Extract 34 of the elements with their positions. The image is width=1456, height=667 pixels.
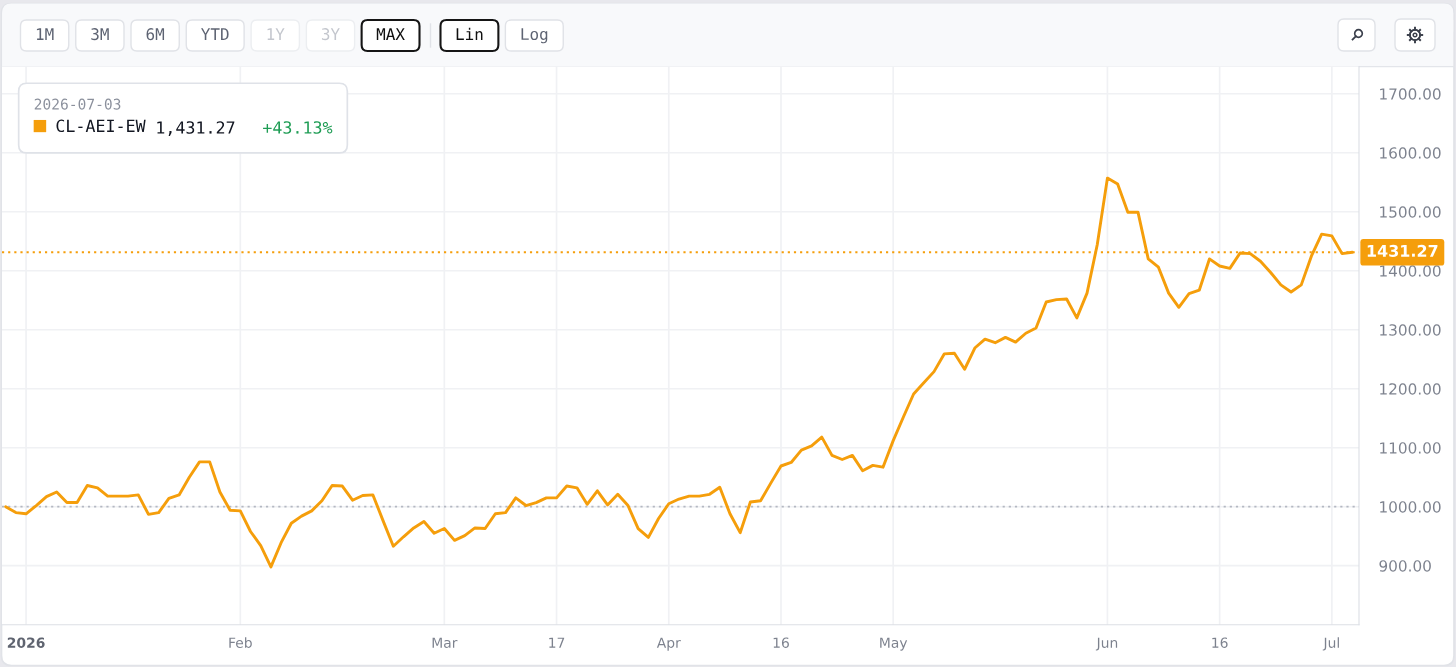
line-series xyxy=(4,176,1354,569)
text: 1M xyxy=(36,28,54,40)
y-tick-label: 1100.00 xyxy=(1380,442,1441,454)
x-tick-label: 17 xyxy=(549,637,565,648)
y-tick-label: 900.00 xyxy=(1379,560,1431,572)
text: 3M xyxy=(91,28,109,41)
y-tick-label: 1200.00 xyxy=(1380,383,1441,395)
y-tick-label: 1700.00 xyxy=(1380,88,1441,100)
x-tick-label: 16 xyxy=(1212,637,1228,648)
annotation: +43.13% xyxy=(263,121,333,134)
x-tick-label: Apr xyxy=(656,637,681,651)
y-tick-label: 1300.00 xyxy=(1380,324,1441,336)
text: Log xyxy=(521,28,548,44)
x-tick-label: Jul xyxy=(1322,637,1339,651)
x-tick-label: Feb xyxy=(229,637,252,648)
y-tick-label: 1400.00 xyxy=(1380,265,1441,277)
legend-label: CL-AEI-EW xyxy=(56,119,146,133)
x-tick-label: 16 xyxy=(773,637,789,648)
x-tick-label: May xyxy=(880,637,908,651)
text: Lin xyxy=(456,27,483,40)
x-tick-label: Jun xyxy=(1095,637,1118,651)
text: 6M xyxy=(146,28,165,41)
text: 3Y xyxy=(321,28,340,41)
annotation: 1,431.27 xyxy=(157,121,235,136)
y-tick-label: 1000.00 xyxy=(1380,501,1441,513)
text: MAX xyxy=(376,28,405,40)
y-tick-label: 1500.00 xyxy=(1380,206,1441,218)
legend-title: 2026-07-03 xyxy=(34,98,121,110)
x-tick-label: 2026 xyxy=(7,637,45,648)
text: YTD xyxy=(201,28,229,40)
x-tick-label: Mar xyxy=(432,637,458,648)
ref-line-label: 1431.27 xyxy=(1367,244,1438,257)
text: 1Y xyxy=(267,28,285,40)
y-tick-label: 1600.00 xyxy=(1380,147,1441,159)
